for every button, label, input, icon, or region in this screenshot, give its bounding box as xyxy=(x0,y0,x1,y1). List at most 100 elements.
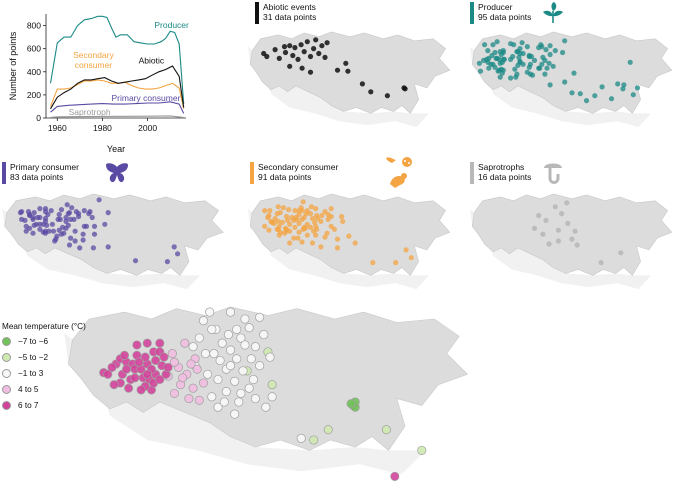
data-point xyxy=(194,395,204,405)
data-point xyxy=(58,207,65,213)
data-point xyxy=(328,206,334,212)
data-point xyxy=(489,52,495,59)
country-shape xyxy=(4,193,224,276)
legend-swatch xyxy=(2,384,11,394)
data-point xyxy=(250,342,260,352)
neighbor-land xyxy=(248,46,429,128)
secondary-color-bar xyxy=(250,162,254,184)
data-point xyxy=(232,354,242,364)
data-point xyxy=(547,82,553,88)
data-point xyxy=(44,222,50,228)
data-point xyxy=(72,228,78,234)
data-point xyxy=(77,245,83,251)
data-point xyxy=(19,209,25,215)
data-point xyxy=(285,217,291,223)
legend-swatch xyxy=(2,352,11,362)
data-point xyxy=(508,41,514,47)
data-point xyxy=(618,250,624,256)
secondary-title: Secondary consumer xyxy=(258,162,339,172)
data-point xyxy=(169,388,179,398)
data-point xyxy=(64,202,70,208)
producer-map xyxy=(470,31,673,128)
data-point xyxy=(352,240,358,246)
data-point xyxy=(209,349,219,359)
data-point xyxy=(497,49,503,55)
data-point xyxy=(225,361,236,371)
data-point xyxy=(66,242,73,248)
data-point xyxy=(42,206,49,212)
data-point xyxy=(546,60,552,66)
data-point xyxy=(35,214,41,221)
data-point xyxy=(164,259,170,265)
y-tick-label: 0 xyxy=(36,113,41,123)
data-point xyxy=(481,57,487,63)
data-point xyxy=(571,70,577,76)
abiotic-panel-title: Abiotic events 31 data points xyxy=(263,2,316,22)
legend-label: 6 to 7 xyxy=(18,400,39,410)
data-point xyxy=(225,345,236,355)
temperature-map xyxy=(64,306,469,481)
data-point xyxy=(542,57,548,63)
data-point xyxy=(89,214,95,221)
data-point xyxy=(615,81,621,87)
primary-title: Primary consumer xyxy=(10,162,79,172)
data-point xyxy=(318,244,324,250)
primary-count: 83 data points xyxy=(10,172,64,182)
data-point xyxy=(577,91,583,97)
data-point xyxy=(307,69,314,75)
data-point xyxy=(319,212,325,219)
data-point xyxy=(555,238,561,244)
data-point xyxy=(543,47,549,53)
data-point xyxy=(559,211,565,217)
data-point xyxy=(599,84,605,90)
data-point xyxy=(322,54,328,60)
data-point xyxy=(531,57,538,63)
data-point xyxy=(76,213,82,220)
data-point xyxy=(102,221,108,227)
data-point xyxy=(223,330,233,340)
data-point xyxy=(163,362,173,372)
y-axis-label: Number of points xyxy=(8,31,18,100)
data-point xyxy=(282,49,289,56)
data-point xyxy=(298,42,304,48)
data-point xyxy=(96,197,102,203)
saprotroph-count: 16 data points xyxy=(478,172,532,182)
data-point xyxy=(283,213,290,220)
data-point xyxy=(315,215,321,222)
data-point xyxy=(482,42,488,48)
data-point xyxy=(83,223,90,229)
data-point xyxy=(542,71,548,77)
data-point xyxy=(627,59,633,65)
data-point xyxy=(497,74,503,80)
data-point xyxy=(569,90,575,96)
legend-item: −1 to 3 xyxy=(2,367,86,379)
data-point xyxy=(299,65,305,71)
data-point xyxy=(81,208,87,214)
data-point xyxy=(403,247,409,253)
data-point xyxy=(217,338,227,348)
data-point xyxy=(69,205,75,211)
data-point xyxy=(277,210,283,216)
data-point xyxy=(255,312,265,322)
data-point xyxy=(299,216,305,222)
data-point xyxy=(515,49,521,55)
data-point xyxy=(175,251,181,257)
data-point xyxy=(299,239,305,245)
primary-consumer-map xyxy=(2,193,224,290)
neighbor-land xyxy=(470,208,651,290)
data-point xyxy=(309,435,319,445)
neighbor-land xyxy=(470,46,651,128)
data-point xyxy=(562,38,568,44)
data-point xyxy=(512,66,518,72)
data-point xyxy=(275,204,281,210)
data-point xyxy=(65,222,71,228)
data-point xyxy=(313,37,319,43)
series-line xyxy=(50,115,184,118)
data-point xyxy=(280,205,286,211)
data-point xyxy=(316,50,322,57)
data-point xyxy=(73,209,79,215)
data-point xyxy=(151,355,161,366)
data-point xyxy=(324,40,330,46)
series-line xyxy=(50,101,185,114)
data-point xyxy=(54,233,60,239)
